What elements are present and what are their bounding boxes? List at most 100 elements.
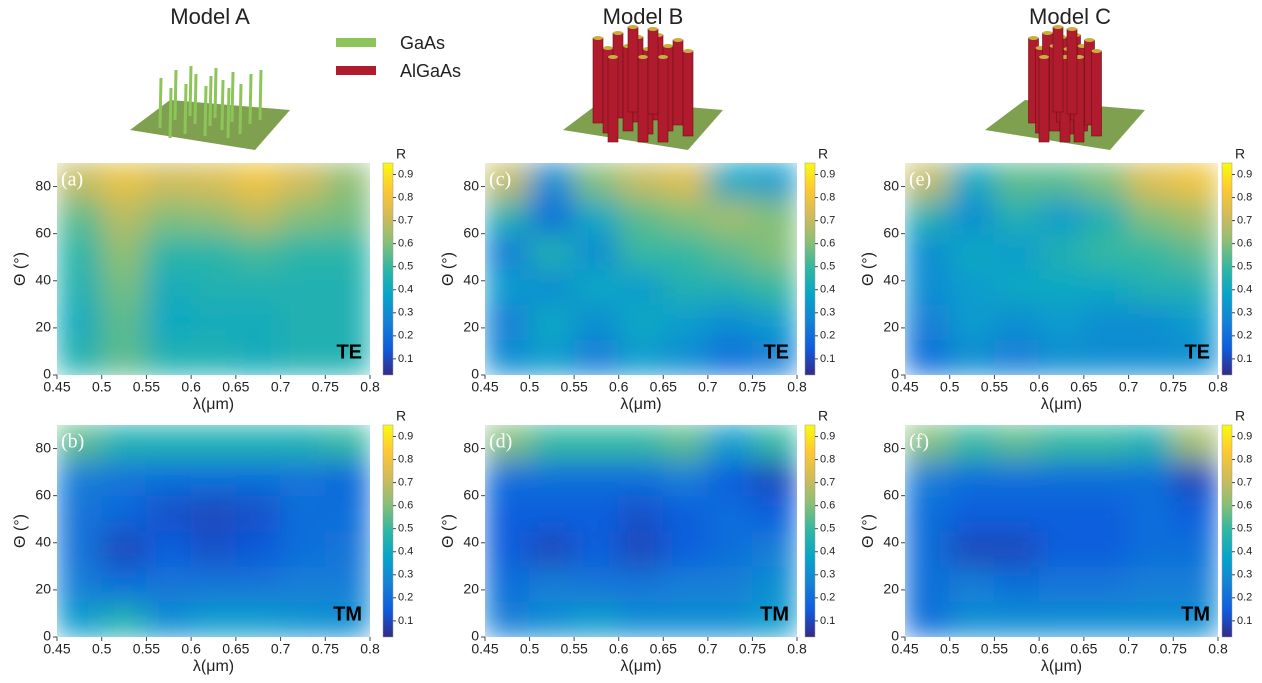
heatmap-cell [325, 304, 371, 340]
nanowire [638, 57, 648, 142]
colorbar-tick-label: 0.6 [398, 500, 413, 512]
nanowire [160, 78, 161, 128]
colorbar-tick-label: 0.5 [1237, 261, 1252, 273]
y-tick-label: 0 [891, 628, 899, 644]
heatmap-cell [235, 566, 281, 602]
heatmap-cell [485, 339, 531, 375]
heatmap-cell [574, 269, 620, 305]
y-tick-label: 20 [35, 319, 51, 335]
heatmap-cell [235, 198, 281, 234]
heatmap-cell [574, 531, 620, 567]
heatmap-cell [707, 198, 753, 234]
nanowire-tip [638, 55, 648, 59]
x-tick-label: 0.7 [1119, 641, 1139, 657]
heatmap-cell [663, 495, 709, 531]
heatmap-cell [146, 425, 192, 461]
y-tick-label: 0 [891, 366, 899, 382]
y-tick-label: 40 [463, 271, 479, 287]
heatmap-cell [618, 304, 664, 340]
x-tick-label: 0.65 [222, 641, 249, 657]
nanowire [673, 40, 683, 125]
heatmap-cell [101, 269, 147, 305]
y-tick-label: 40 [35, 271, 51, 287]
colorbar-tick-label: 0.7 [820, 477, 835, 489]
colorbar [805, 163, 815, 375]
heatmap-cell [1039, 460, 1085, 496]
nanowire [210, 76, 211, 126]
mode-label: TE [336, 341, 362, 363]
heatmap-cell [101, 531, 147, 567]
heatmap-cell [325, 425, 371, 461]
colorbar-tick-label: 0.3 [1237, 569, 1252, 581]
heatmap-cell [1039, 601, 1085, 637]
nanowire [593, 38, 603, 123]
heatmap-cell [101, 495, 147, 531]
heatmap-cell [485, 198, 531, 234]
y-tick-label: 80 [463, 439, 479, 455]
nanowire-tip [1053, 25, 1063, 29]
heatmap-cell [485, 269, 531, 305]
heatmap-cell [1039, 425, 1085, 461]
y-tick-label: 40 [883, 271, 899, 287]
x-tick-label: 0.7 [698, 379, 718, 395]
heatmap-cell [949, 163, 995, 199]
nanowire [683, 51, 693, 136]
nanowire [185, 84, 186, 134]
nanowire-tip [683, 49, 693, 53]
colorbar-tick-label: 0.3 [398, 569, 413, 581]
heatmap-cell [191, 566, 237, 602]
x-axis-label: λ(μm) [193, 396, 234, 413]
y-tick-label: 20 [463, 581, 479, 597]
heatmap-cell [574, 163, 620, 199]
colorbar-tick-label: 0.2 [1237, 330, 1252, 342]
heatmap-cell [905, 269, 951, 305]
heatmap-cell [663, 163, 709, 199]
heatmap-cell [707, 460, 753, 496]
colorbar-tick-label: 0.8 [1237, 191, 1252, 203]
heatmap-cell [1128, 495, 1174, 531]
x-tick-label: 0.7 [698, 641, 718, 657]
x-tick-label: 0.8 [360, 641, 380, 657]
colorbar-tick-label: 0.6 [820, 500, 835, 512]
heatmap-cell [280, 601, 326, 637]
heatmap [485, 163, 798, 376]
heatmap-cell [146, 163, 192, 199]
heatmap-cell [1083, 269, 1129, 305]
heatmap-cell [1173, 304, 1219, 340]
heatmap-cell [1173, 198, 1219, 234]
heatmap-cell [235, 425, 281, 461]
heatmap-cell [707, 531, 753, 567]
mode-label: TM [1181, 603, 1210, 625]
mode-label: TE [763, 341, 789, 363]
heatmap-cell [618, 233, 664, 269]
heatmap-cell [57, 233, 103, 269]
heatmap-cell [949, 198, 995, 234]
legend-label: GaAs [400, 33, 445, 53]
heatmap-cell [101, 425, 147, 461]
colorbar-tick-label: 0.9 [820, 168, 835, 180]
heatmap-cell [574, 233, 620, 269]
heatmap-cell [485, 531, 531, 567]
nanowire [215, 68, 216, 118]
colorbar-tick-label: 0.9 [1237, 430, 1252, 442]
heatmap-cell [905, 531, 951, 567]
colorbar-tick-label: 0.2 [820, 330, 835, 342]
heatmap-cell [574, 495, 620, 531]
heatmap-cell [57, 304, 103, 340]
heatmap-cell [1083, 425, 1129, 461]
x-tick-label: 0.5 [520, 379, 540, 395]
nanowire [190, 66, 191, 116]
heatmap-cell [1083, 233, 1129, 269]
x-axis-label: λ(μm) [193, 658, 234, 675]
heatmap-cell [235, 269, 281, 305]
colorbar-tick-label: 0.8 [1237, 453, 1252, 465]
heatmap-cell [905, 566, 951, 602]
heatmap-cell [235, 339, 281, 375]
colorbar-tick-label: 0.4 [1237, 546, 1252, 558]
heatmap-cell [1083, 531, 1129, 567]
panel-label: (e) [909, 169, 931, 191]
x-tick-label: 0.5 [92, 641, 112, 657]
mode-label: TM [760, 603, 789, 625]
heatmap-cell [1128, 269, 1174, 305]
heatmap-cell [752, 460, 798, 496]
